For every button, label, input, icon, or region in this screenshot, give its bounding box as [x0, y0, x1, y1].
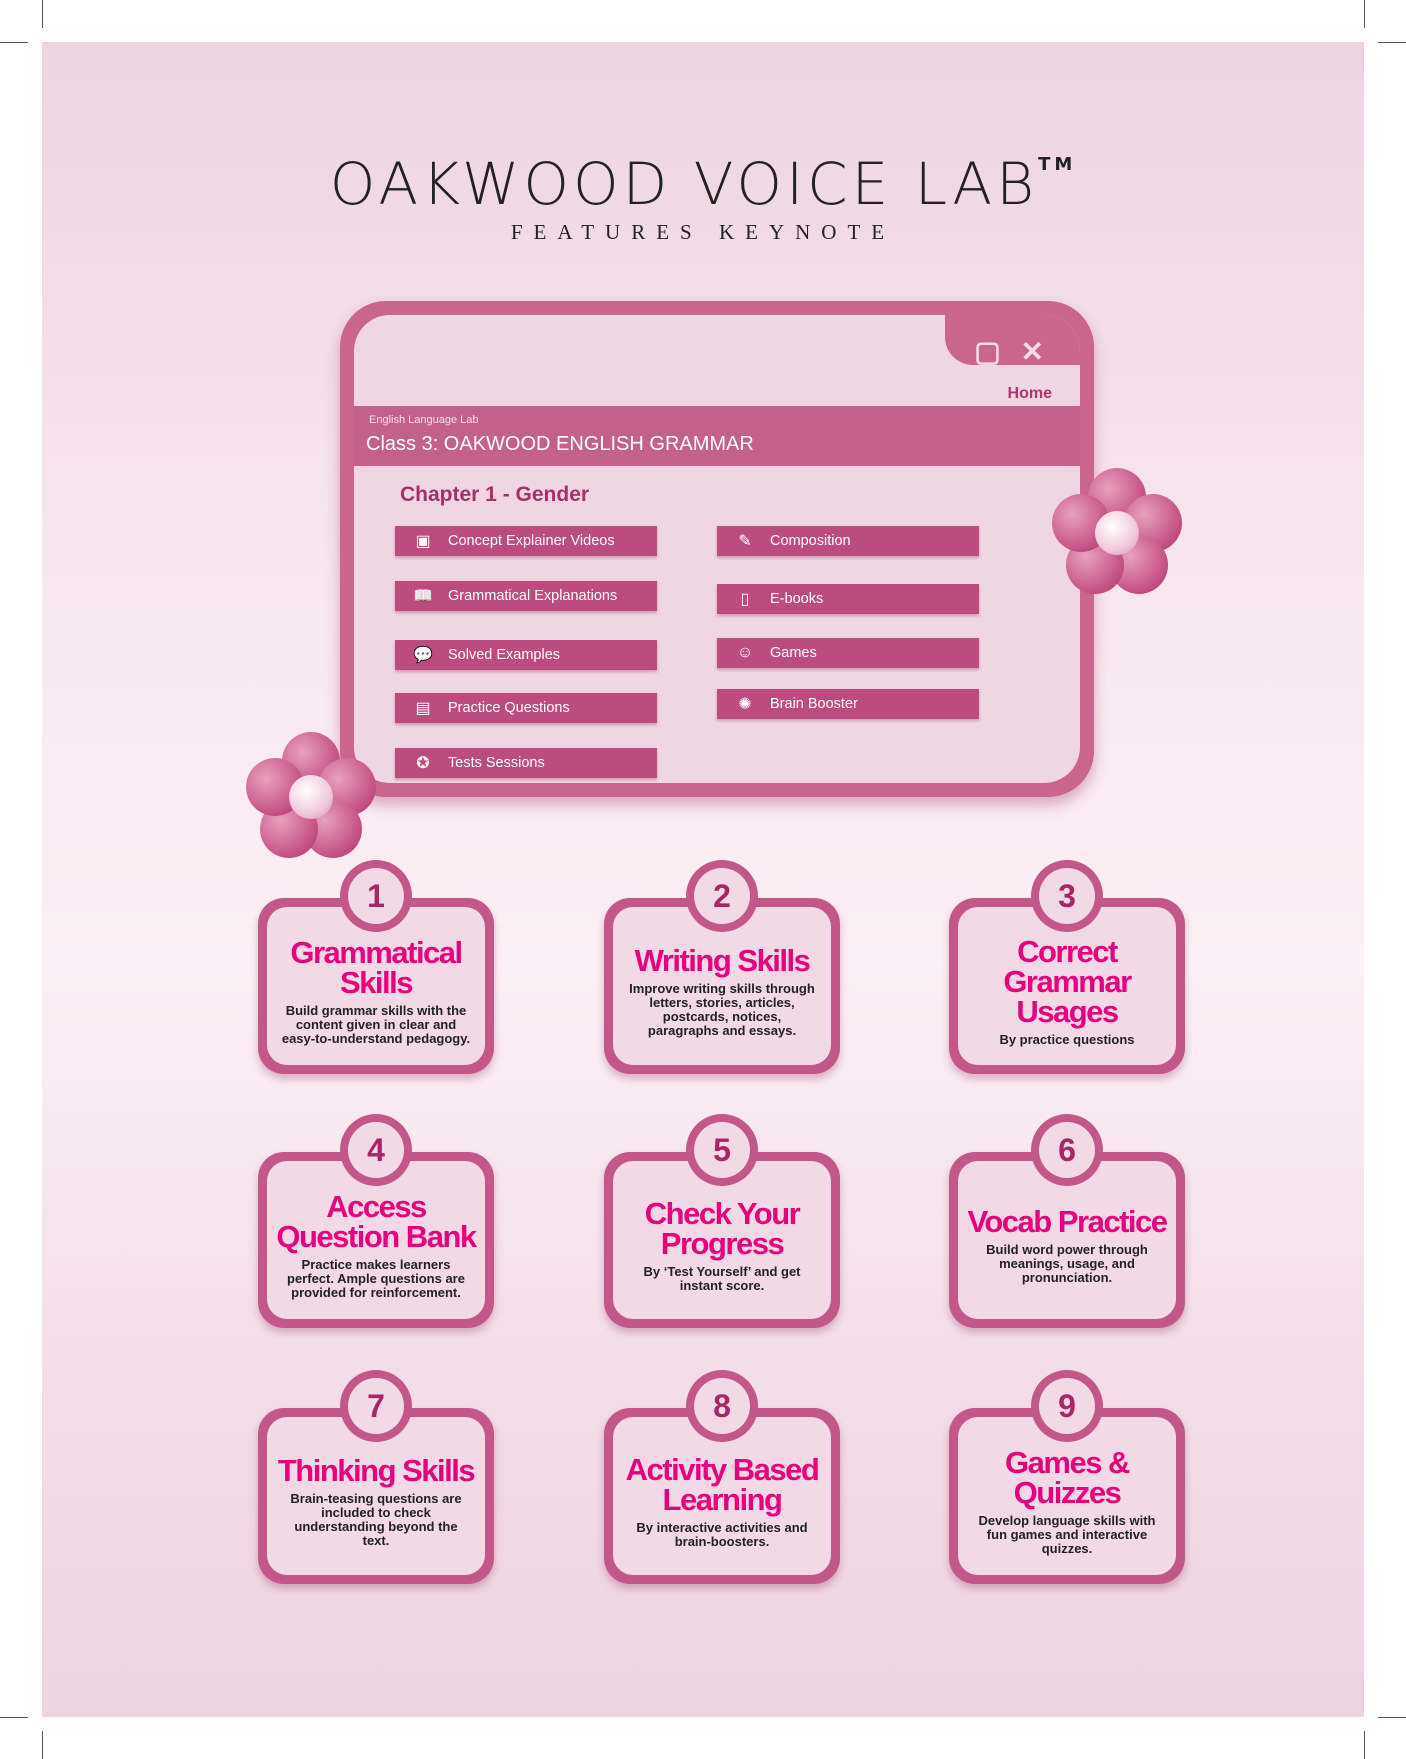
menu-button[interactable]: 📖 Grammatical Explanations: [395, 581, 657, 611]
menu-button[interactable]: ▣ Concept Explainer Videos: [395, 526, 657, 556]
course-header: English Language Lab Class 3: OAKWOOD EN…: [354, 406, 1080, 466]
award-icon: ✪: [416, 755, 430, 772]
flower-decoration: [246, 732, 376, 862]
writing-pad-icon: ✎: [738, 533, 752, 550]
crop-mark: [0, 42, 28, 43]
feature-number-badge: 3: [1031, 860, 1103, 932]
feature-title: Games & Quizzes: [1005, 1445, 1130, 1510]
feature-number-badge: 5: [686, 1114, 758, 1186]
feature-title: Access Question Bank: [276, 1189, 477, 1254]
course-title: Class 3: OAKWOOD ENGLISH GRAMMAR: [366, 433, 754, 455]
menu-button[interactable]: 💬 Solved Examples: [395, 640, 657, 670]
feature-description: By interactive activities and brain-boos…: [636, 1520, 808, 1549]
feature-description: By practice questions: [999, 1032, 1135, 1047]
feature-title: Check Your Progress: [644, 1196, 801, 1261]
open-book-icon: 📖: [413, 588, 433, 605]
feature-number-badge: 7: [340, 1370, 412, 1442]
feature-card: Check Your Progress By ‘Test Yourself’ an…: [604, 1114, 840, 1328]
crop-mark: [1364, 0, 1365, 28]
feature-card: Writing Skills Improve writing skills thr…: [604, 860, 840, 1074]
crop-mark: [1378, 1717, 1406, 1718]
feature-title: Activity Based Learning: [625, 1452, 820, 1517]
feature-card: Vocab Practice Build word power through m…: [949, 1114, 1185, 1328]
feature-number-badge: 8: [686, 1370, 758, 1442]
feature-number-badge: 9: [1031, 1370, 1103, 1442]
video-lesson-icon: ▣: [415, 533, 431, 550]
app-window: _ ▢ ✕ Home English Language Lab Class 3:…: [340, 301, 1094, 797]
page-title: OAKWOOD VOICE LABTM: [329, 150, 1077, 218]
feature-number-badge: 2: [686, 860, 758, 932]
feature-title: Writing Skills: [634, 943, 811, 978]
feature-card: Grammatical Skills Build grammar skills w…: [258, 860, 494, 1074]
feature-card: Access Question Bank Practice makes learn…: [258, 1114, 494, 1328]
menu-button[interactable]: ☺ Games: [717, 638, 979, 668]
feature-title: Vocab Practice: [967, 1204, 1168, 1239]
brain-bulb-icon: ✺: [738, 696, 752, 713]
crop-mark: [0, 1717, 28, 1718]
chapter-title: Chapter 1 - Gender: [400, 483, 590, 506]
menu-button[interactable]: ✺ Brain Booster: [717, 689, 979, 719]
flower-decoration: [1052, 468, 1182, 598]
menu-button[interactable]: ▯ E-books: [717, 584, 979, 614]
crop-mark: [42, 1731, 43, 1759]
feature-description: Practice makes learners perfect. Ample q…: [287, 1257, 465, 1300]
feature-card: Games & Quizzes Develop language skills w…: [949, 1370, 1185, 1584]
feature-description: Develop language skills with fun games a…: [978, 1513, 1156, 1556]
feature-title: Grammatical Skills: [290, 935, 463, 1000]
feature-description: Build grammar skills with the content gi…: [281, 1003, 471, 1046]
feature-description: Build word power through meanings, usage…: [986, 1242, 1148, 1285]
feature-number-badge: 4: [340, 1114, 412, 1186]
feature-card: Correct Grammar Usages By practice questi…: [949, 860, 1185, 1074]
window-controls[interactable]: _ ▢ ✕: [938, 336, 1050, 367]
ebook-reader-icon: ▯: [740, 591, 750, 608]
feature-number-badge: 6: [1031, 1114, 1103, 1186]
feature-title: Thinking Skills: [277, 1453, 476, 1488]
crop-mark: [1378, 42, 1406, 43]
feature-card: Thinking Skills Brain-teasing questions a…: [258, 1370, 494, 1584]
feature-description: By ‘Test Yourself’ and get instant score…: [643, 1264, 801, 1293]
feature-description: Improve writing skills through letters, …: [629, 981, 815, 1038]
menu-button[interactable]: ✎ Composition: [717, 526, 979, 556]
page-subtitle: FEATURES KEYNOTE: [510, 220, 896, 244]
menu-button[interactable]: ▤ Practice Questions: [395, 693, 657, 723]
crop-mark: [1364, 1731, 1365, 1759]
crop-mark: [42, 0, 43, 28]
a-z-book-icon: ▤: [415, 700, 431, 717]
feature-number-badge: 1: [340, 860, 412, 932]
robot-icon: ☺: [736, 644, 754, 661]
feature-title: Correct Grammar Usages: [1003, 934, 1132, 1029]
feature-card: Activity Based Learning By interactive ac…: [604, 1370, 840, 1584]
chat-bubbles-icon: 💬: [413, 647, 433, 664]
menu-button[interactable]: ✪ Tests Sessions: [395, 748, 657, 778]
app-label: English Language Lab: [369, 414, 479, 426]
home-link[interactable]: Home: [1007, 385, 1052, 402]
feature-description: Brain-teasing questions are included to …: [290, 1491, 462, 1548]
